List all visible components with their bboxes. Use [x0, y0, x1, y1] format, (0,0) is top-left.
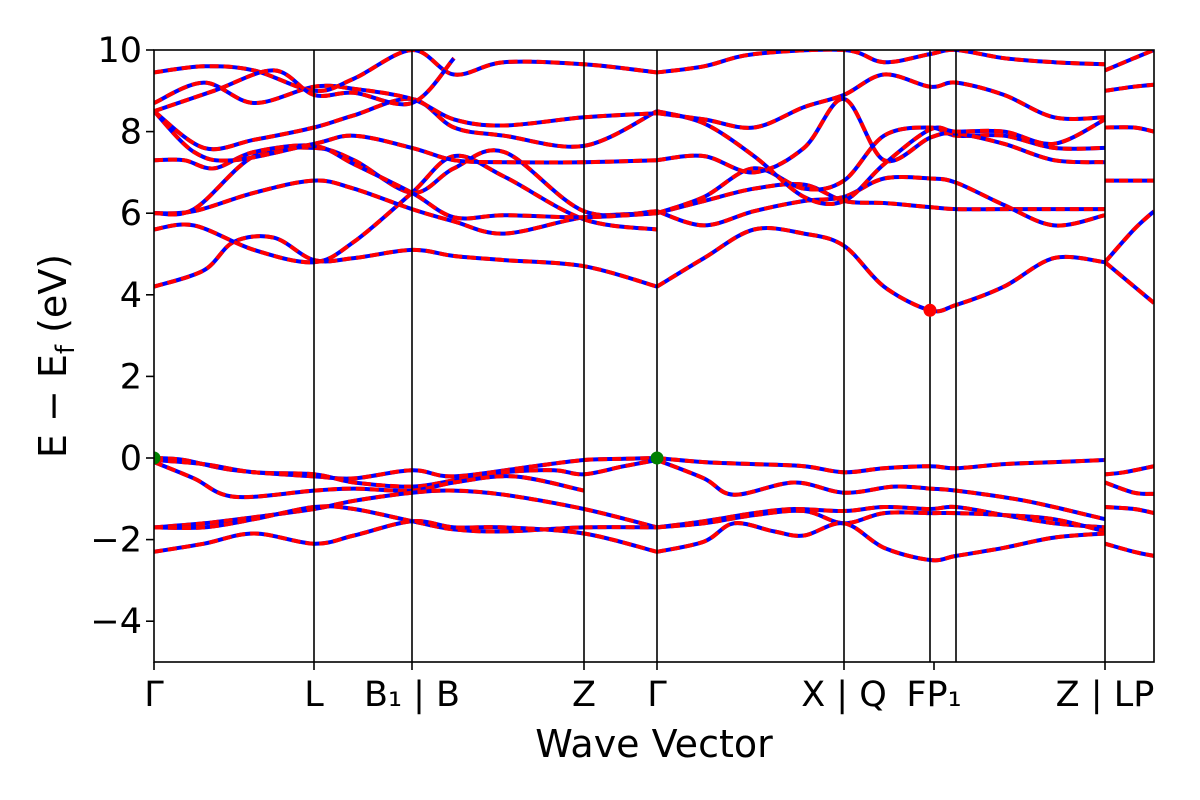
x-tick-label-7: Z | LP	[1056, 675, 1155, 715]
band-line-32-red	[154, 80, 658, 128]
band-line-28-red	[656, 97, 1106, 175]
band-lines	[154, 50, 1154, 563]
band-line-26-red	[656, 125, 1106, 216]
band-line-19-red	[1103, 260, 1154, 305]
x-tick-label-2: B₁ | B	[364, 675, 460, 715]
band-line-21-red	[656, 182, 1105, 216]
x-tick-label-4: Γ	[647, 675, 667, 715]
x-tick-label-1: L	[304, 675, 324, 715]
cbm-marker-2	[923, 303, 937, 317]
band-line-16-red	[655, 226, 1106, 314]
x-axis-ticks: Γ L B₁ | B Z Γ X | Q FP₁ Z | LP	[144, 662, 1154, 715]
band-line-29-blue	[154, 96, 658, 152]
band-line-37-red	[1104, 50, 1154, 73]
x-tick-label-6: FP₁	[906, 675, 961, 715]
band-line-31-red	[1104, 125, 1154, 134]
band-line-3-blue	[154, 458, 658, 489]
band-line-7-red	[154, 488, 658, 530]
band-line-16-blue	[655, 226, 1106, 314]
band-line-1-red	[656, 456, 1106, 475]
band-line-4-red	[154, 460, 585, 500]
band-line-24-red	[656, 174, 1106, 228]
y-tick-label-1: −2	[90, 521, 142, 561]
band-line-17-red	[1103, 209, 1154, 264]
band-line-2-red	[1104, 464, 1154, 477]
band-line-33-red	[656, 72, 1106, 130]
band-line-13-red	[656, 521, 1106, 563]
band-edge-markers	[154, 303, 937, 465]
y-axis-label-sub: f	[51, 344, 81, 354]
high-symmetry-lines	[313, 50, 1106, 662]
band-line-14-red	[1104, 541, 1154, 558]
band-line-5-red	[656, 458, 1106, 522]
x-tick-label-3: Z	[572, 675, 596, 715]
plot-frame	[153, 49, 1155, 663]
y-axis-label: E − Ef (eV)	[31, 254, 81, 458]
vbm-marker-1	[650, 451, 664, 465]
y-tick-label-4: 4	[120, 276, 142, 316]
y-tick-label-0: −4	[90, 602, 142, 642]
y-axis-label-unit: (eV)	[31, 254, 75, 345]
y-tick-label-2: 0	[120, 439, 142, 479]
band-line-21-blue	[656, 182, 1105, 216]
band-line-9-red	[1104, 505, 1154, 516]
y-tick-label-3: 2	[120, 357, 142, 397]
band-line-10-red	[154, 504, 658, 534]
band-line-35-red	[154, 50, 658, 93]
y-tick-label-7: 10	[97, 31, 142, 71]
x-axis-label: Wave Vector	[535, 722, 773, 766]
band-line-30-red	[656, 109, 1106, 207]
y-axis-ticks: −4 −2 0 2 4 6 8 10	[90, 31, 154, 642]
x-tick-label-5: X | Q	[801, 675, 887, 715]
band-line-18-red	[154, 153, 658, 265]
band-line-34-red	[1104, 82, 1154, 93]
band-line-27-red	[154, 109, 658, 165]
band-line-6-red	[1104, 480, 1154, 496]
band-line-20-red	[154, 178, 658, 236]
band-line-33-blue	[656, 72, 1106, 130]
band-line-11-red	[656, 508, 1106, 534]
y-axis-label-main: E − E	[31, 354, 75, 458]
y-tick-label-6: 8	[120, 113, 142, 153]
y-tick-label-5: 6	[120, 194, 142, 234]
x-tick-label-0: Γ	[144, 675, 164, 715]
band-line-3-red	[154, 458, 658, 489]
band-line-36-red	[656, 50, 1106, 75]
vbm-marker-0	[154, 451, 161, 465]
band-line-12-red	[154, 519, 658, 554]
band-line-29-red	[154, 96, 658, 152]
band-line-25-red	[154, 143, 658, 221]
band-line-15-red	[154, 234, 658, 289]
